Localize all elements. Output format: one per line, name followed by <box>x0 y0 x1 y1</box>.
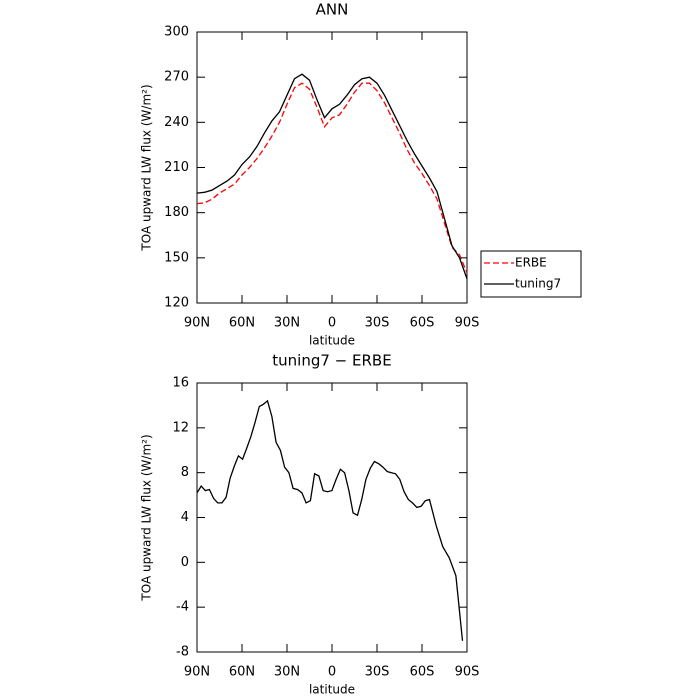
y-tick-label: 8 <box>181 465 189 480</box>
x-axis-label: latitude <box>309 334 355 348</box>
plot-frame <box>196 382 468 653</box>
data-line <box>196 82 468 274</box>
y-tick-label: 210 <box>164 160 189 175</box>
x-tick-label: 30S <box>365 665 390 680</box>
x-tick-label: 30N <box>274 316 300 331</box>
y-tick-label: -4 <box>176 600 189 615</box>
chart-title: tuning7 − ERBE <box>272 352 391 370</box>
y-tick-label: 150 <box>164 250 189 265</box>
x-tick-label: 60S <box>410 665 435 680</box>
y-tick-label: 300 <box>164 25 189 40</box>
x-tick-label: 0 <box>328 665 336 680</box>
x-tick-label: 30N <box>274 665 300 680</box>
y-tick-label: 120 <box>164 296 189 311</box>
legend-label: ERBE <box>515 256 547 270</box>
x-tick-label: 90N <box>184 665 210 680</box>
x-tick-label: 90S <box>455 316 480 331</box>
chart-title: ANN <box>316 1 349 19</box>
y-tick-label: 16 <box>172 376 189 391</box>
plot-frame <box>196 31 468 304</box>
y-tick-label: 4 <box>181 510 189 525</box>
y-axis-label: TOA upward LW flux (W/m²) <box>140 84 154 251</box>
y-axis-label: TOA upward LW flux (W/m²) <box>140 434 154 601</box>
x-tick-label: 0 <box>328 316 336 331</box>
x-tick-label: 60S <box>410 316 435 331</box>
x-tick-label: 90N <box>184 316 210 331</box>
y-tick-label: -8 <box>176 645 189 660</box>
data-line <box>196 399 464 641</box>
y-tick-label: 12 <box>172 420 189 435</box>
y-tick-label: 240 <box>164 115 189 130</box>
data-line <box>196 73 468 280</box>
legend-label: tuning7 <box>515 277 561 291</box>
x-axis-label: latitude <box>309 683 355 697</box>
x-tick-label: 60N <box>229 665 255 680</box>
y-tick-label: 180 <box>164 205 189 220</box>
x-tick-label: 90S <box>455 665 480 680</box>
y-tick-label: 270 <box>164 70 189 85</box>
x-tick-label: 60N <box>229 316 255 331</box>
legend-box <box>480 250 582 298</box>
x-tick-label: 30S <box>365 316 390 331</box>
y-tick-label: 0 <box>181 555 189 570</box>
